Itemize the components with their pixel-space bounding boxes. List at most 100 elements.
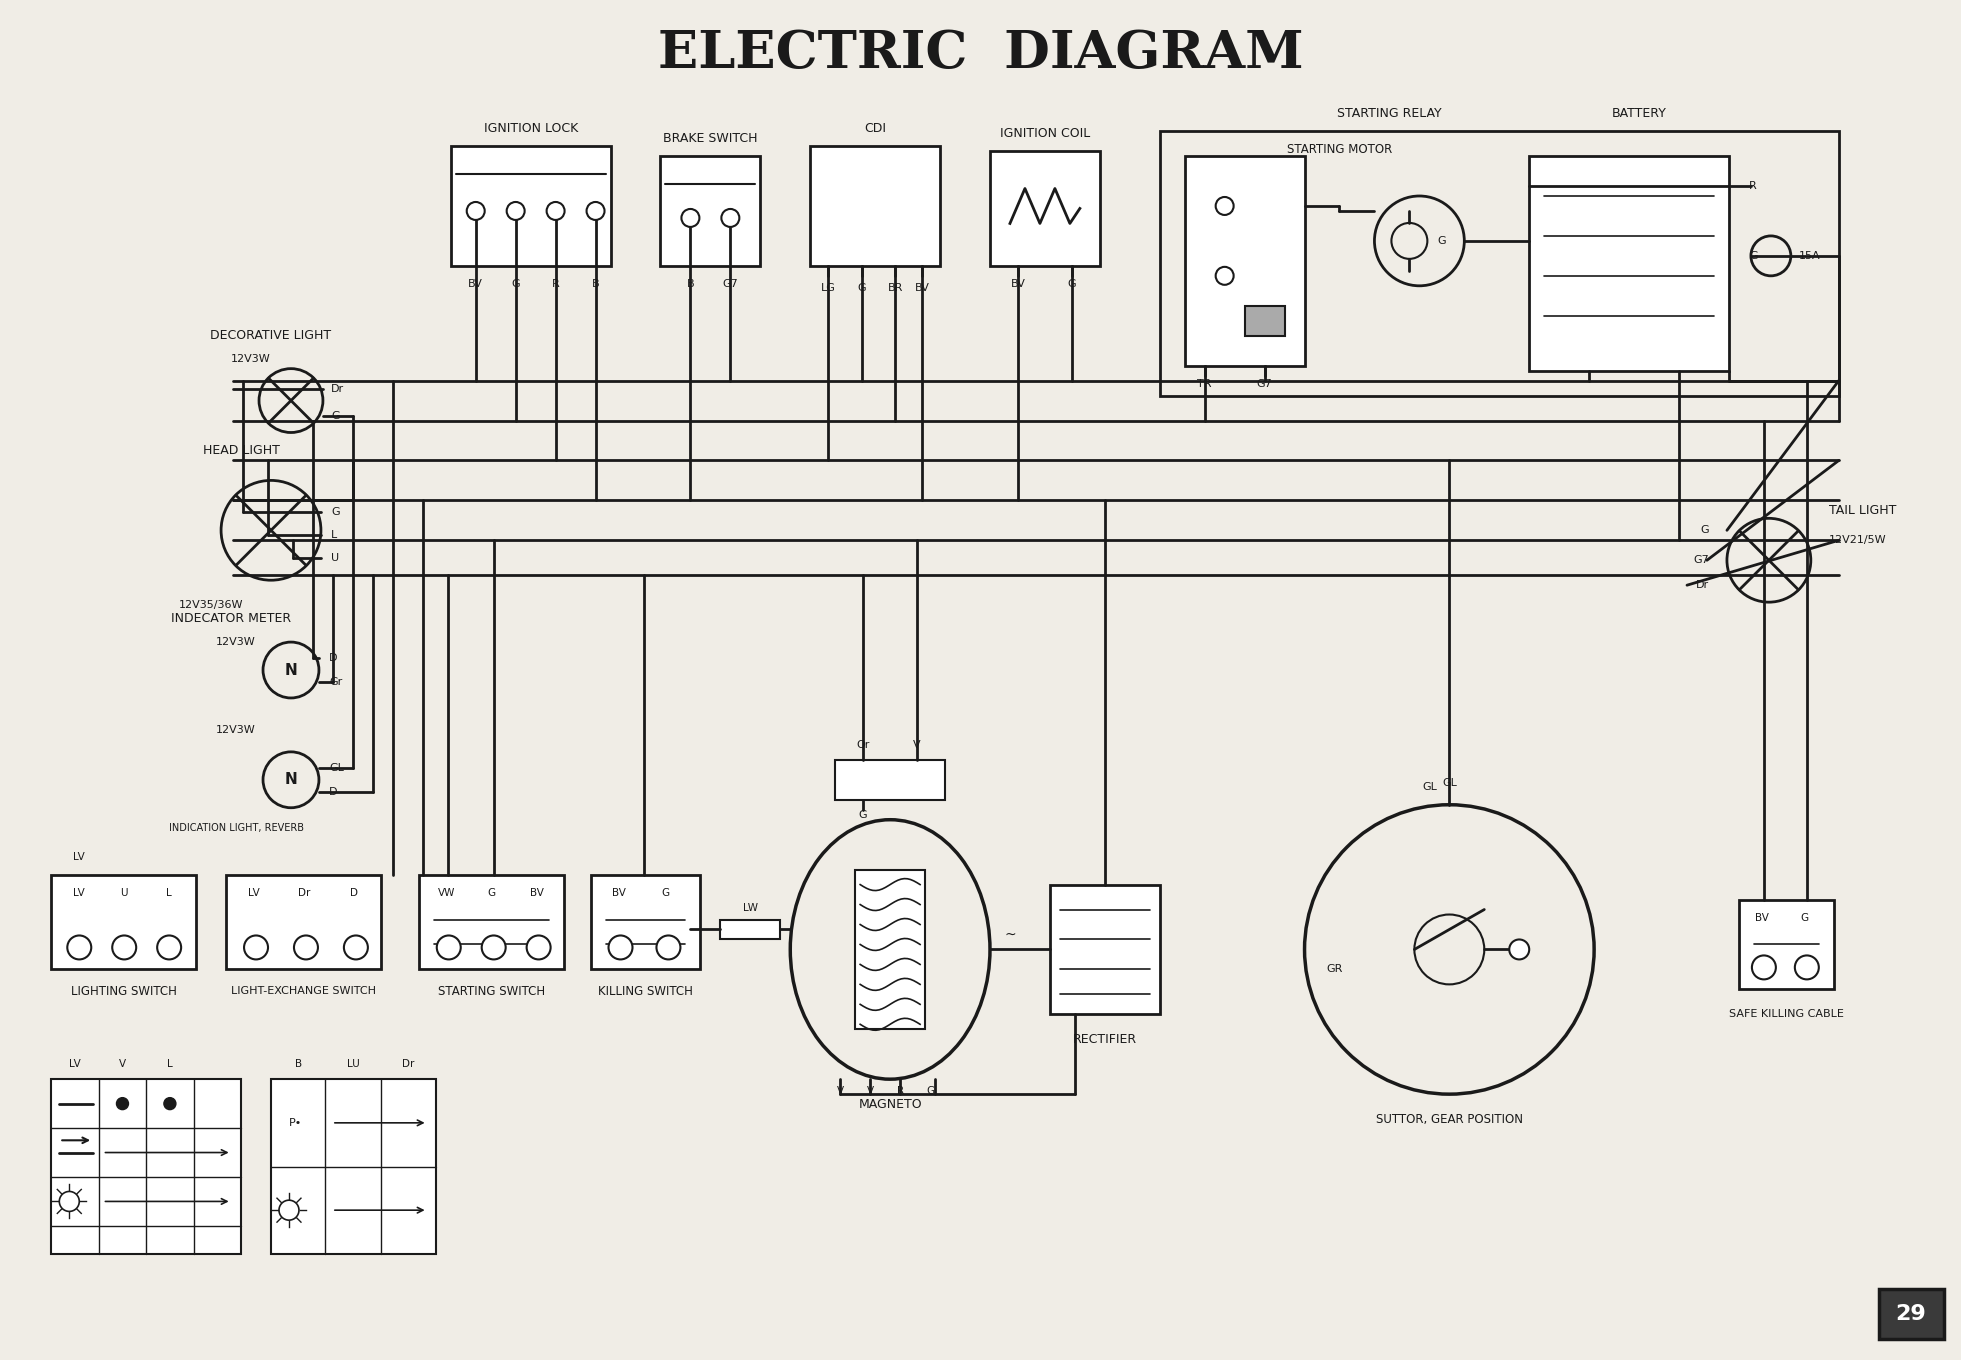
Text: ELECTRIC  DIAGRAM: ELECTRIC DIAGRAM	[659, 27, 1304, 79]
Text: R: R	[551, 279, 559, 288]
Text: G: G	[1749, 250, 1757, 261]
Text: N: N	[284, 772, 298, 787]
Text: G: G	[926, 1087, 933, 1096]
Text: Or: Or	[857, 740, 871, 749]
Text: TAIL LIGHT: TAIL LIGHT	[1830, 503, 1896, 517]
Text: 12V3W: 12V3W	[216, 725, 257, 734]
Text: Dr: Dr	[1696, 581, 1708, 590]
Circle shape	[467, 203, 484, 220]
Bar	[1879, 1289, 1943, 1338]
Text: MAGNETO: MAGNETO	[859, 1098, 922, 1111]
Text: G: G	[661, 888, 669, 898]
Text: 12V3W: 12V3W	[231, 354, 271, 363]
Bar	[990, 151, 1100, 265]
Text: GL: GL	[1441, 778, 1457, 787]
Text: R: R	[1749, 181, 1757, 190]
Text: G7: G7	[722, 279, 737, 288]
Text: KILLING SWITCH: KILLING SWITCH	[598, 985, 692, 998]
Text: GL: GL	[1422, 782, 1437, 792]
Text: LG: LG	[822, 283, 835, 292]
Bar	[835, 760, 945, 800]
Text: VW: VW	[437, 888, 455, 898]
Text: BRAKE SWITCH: BRAKE SWITCH	[663, 132, 757, 144]
Text: L: L	[167, 1059, 173, 1069]
Text: LV: LV	[69, 1059, 80, 1069]
Text: B: B	[294, 1059, 302, 1069]
Text: Dr: Dr	[331, 384, 343, 393]
Text: 15A: 15A	[1798, 250, 1820, 261]
Text: LW: LW	[743, 903, 757, 913]
Bar	[51, 874, 196, 970]
Text: STARTING RELAY: STARTING RELAY	[1337, 106, 1441, 120]
Text: U: U	[331, 554, 339, 563]
Text: V: V	[120, 1059, 126, 1069]
Circle shape	[243, 936, 269, 959]
Text: BV: BV	[914, 283, 930, 292]
Text: G: G	[1800, 913, 1808, 922]
Circle shape	[482, 936, 506, 959]
Circle shape	[112, 936, 135, 959]
Bar	[51, 1080, 241, 1254]
Text: G7: G7	[1692, 555, 1708, 566]
Text: G: G	[859, 809, 867, 820]
Bar	[271, 1080, 435, 1254]
Text: TR: TR	[1198, 378, 1212, 389]
Circle shape	[1794, 956, 1818, 979]
Circle shape	[1751, 956, 1777, 979]
Circle shape	[586, 203, 604, 220]
Circle shape	[437, 936, 461, 959]
Bar	[720, 919, 780, 940]
Text: IGNITION COIL: IGNITION COIL	[1000, 126, 1090, 140]
Text: GL: GL	[329, 763, 343, 772]
Text: R: R	[896, 1087, 904, 1096]
Text: D: D	[329, 787, 337, 797]
Text: LIGHT-EXCHANGE SWITCH: LIGHT-EXCHANGE SWITCH	[231, 986, 377, 997]
Text: B: B	[592, 279, 600, 288]
Circle shape	[294, 936, 318, 959]
Text: BV: BV	[612, 888, 626, 898]
Circle shape	[343, 936, 369, 959]
Text: LV: LV	[73, 888, 84, 898]
Text: B: B	[686, 279, 694, 288]
Bar	[590, 874, 700, 970]
Text: V: V	[867, 1087, 875, 1096]
Text: 12V21/5W: 12V21/5W	[1830, 536, 1886, 545]
Text: P•: P•	[288, 1118, 302, 1127]
Circle shape	[547, 203, 565, 220]
Circle shape	[722, 209, 739, 227]
Text: BV: BV	[469, 279, 482, 288]
Bar	[661, 156, 761, 265]
Bar	[1739, 899, 1834, 989]
Circle shape	[1216, 267, 1233, 284]
Circle shape	[1216, 197, 1233, 215]
Text: CDI: CDI	[865, 121, 886, 135]
Text: LV: LV	[249, 888, 261, 898]
Bar	[226, 874, 380, 970]
Text: LIGHTING SWITCH: LIGHTING SWITCH	[71, 985, 176, 998]
Text: G: G	[331, 411, 339, 420]
Text: D: D	[349, 888, 359, 898]
Text: STARTING SWITCH: STARTING SWITCH	[437, 985, 545, 998]
Text: IGNITION LOCK: IGNITION LOCK	[484, 121, 578, 135]
Text: 12V3W: 12V3W	[216, 636, 257, 647]
Text: 29: 29	[1894, 1304, 1926, 1323]
Text: BR: BR	[888, 283, 902, 292]
Text: BV: BV	[529, 888, 543, 898]
Circle shape	[528, 936, 551, 959]
Text: BATTERY: BATTERY	[1612, 106, 1667, 120]
Bar	[1049, 884, 1159, 1015]
Text: Dr: Dr	[298, 888, 310, 898]
Bar	[855, 869, 926, 1030]
Text: G: G	[1437, 235, 1445, 246]
Text: 12V35/36W: 12V35/36W	[178, 600, 243, 611]
Text: G: G	[1067, 279, 1077, 288]
Bar	[420, 874, 563, 970]
Text: DECORATIVE LIGHT: DECORATIVE LIGHT	[210, 329, 331, 343]
Text: G: G	[488, 888, 496, 898]
Text: G: G	[331, 507, 339, 517]
Text: LU: LU	[347, 1059, 359, 1069]
Text: SUTTOR, GEAR POSITION: SUTTOR, GEAR POSITION	[1377, 1112, 1524, 1126]
Text: L: L	[167, 888, 173, 898]
Text: RECTIFIER: RECTIFIER	[1073, 1032, 1137, 1046]
Text: G: G	[512, 279, 520, 288]
